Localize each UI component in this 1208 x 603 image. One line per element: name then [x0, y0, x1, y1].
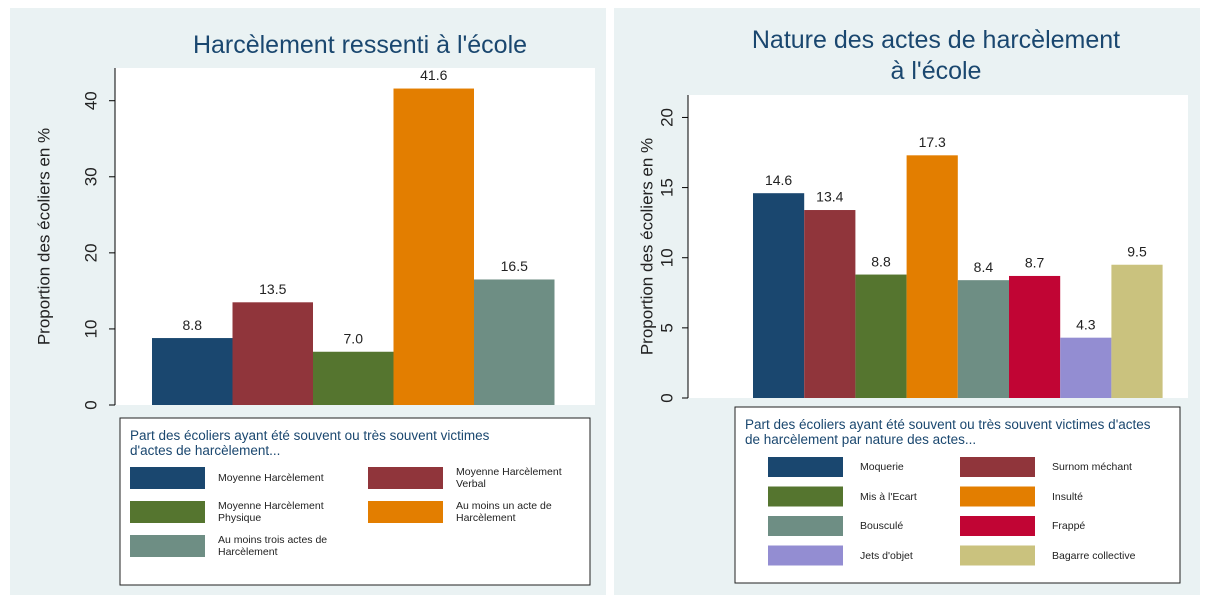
- bar: [957, 280, 1009, 398]
- legend-label: Moyenne Harcèlement: [218, 467, 348, 489]
- legend-text: Au moins trois actes de Harcèlement: [218, 534, 328, 558]
- value-label: 41.6: [420, 67, 447, 83]
- legend-swatch: [960, 486, 1035, 507]
- legend-label: Moyenne Harcèlement Verbal: [456, 466, 586, 490]
- legend-swatch: [368, 501, 443, 523]
- legend-text: Frappé: [1052, 520, 1086, 532]
- value-label: 13.5: [259, 281, 286, 297]
- legend-text: Bagarre collective: [1052, 549, 1136, 562]
- value-label: 13.4: [816, 189, 843, 205]
- legend-text: Bousculé: [860, 520, 904, 532]
- value-label: 16.5: [501, 258, 528, 274]
- y-tick-label: 40: [81, 91, 100, 110]
- bar: [753, 193, 805, 398]
- y-tick-label: 20: [657, 108, 676, 127]
- bar: [313, 351, 394, 405]
- y-axis-label: Proportion des écoliers en %: [637, 138, 656, 355]
- bar: [1009, 275, 1061, 398]
- legend-label: Au moins trois actes de Harcèlement: [218, 534, 348, 558]
- value-label: 4.3: [1076, 316, 1096, 332]
- y-tick-label: 30: [81, 167, 100, 186]
- legend-swatch: [130, 501, 205, 523]
- y-axis-label: Proportion des écoliers en %: [34, 128, 53, 345]
- legend-text: Moyenne Harcèlement: [218, 472, 324, 484]
- bar: [906, 155, 958, 398]
- y-tick-label: 10: [81, 319, 100, 338]
- legend-swatch: [960, 545, 1035, 566]
- y-tick-label: 0: [81, 400, 100, 409]
- legend-swatch: [960, 516, 1035, 536]
- legend-label: Bagarre collective: [1052, 546, 1172, 566]
- y-tick-label: 15: [657, 178, 676, 197]
- legend-text: Au moins un acte de Harcèlement: [456, 500, 552, 524]
- value-label: 8.4: [974, 259, 994, 275]
- legend-swatch: [768, 486, 843, 507]
- legend-text: Mis à l'Ecart: [860, 490, 917, 503]
- legend-swatch: [768, 516, 843, 536]
- legend-text: Surnom méchant: [1052, 461, 1132, 473]
- legend-swatch: [768, 457, 843, 477]
- legend-label: Insulté: [1052, 487, 1172, 507]
- chart-title: Nature des actes de harcèlement à l'écol…: [751, 26, 1121, 85]
- value-label: 17.3: [919, 134, 946, 150]
- legend-title: Part des écoliers ayant été souvent ou t…: [130, 428, 490, 458]
- chart-title: Harcèlement ressenti à l'école: [192, 31, 528, 59]
- legend-label: Mis à l'Ecart: [860, 487, 980, 507]
- legend-swatch: [130, 535, 205, 557]
- y-tick-label: 20: [81, 243, 100, 262]
- bar: [393, 88, 474, 406]
- value-label: 9.5: [1127, 243, 1147, 259]
- legend-text: Moquerie: [860, 461, 904, 473]
- value-label: 7.0: [344, 330, 364, 346]
- bar: [232, 302, 313, 405]
- legend-title: Part des écoliers ayant été souvent ou t…: [745, 417, 1151, 447]
- legend-label: Au moins un acte de Harcèlement: [456, 500, 586, 524]
- bar: [855, 274, 907, 398]
- legend-text: Insulté: [1052, 490, 1083, 503]
- legend-text: Jets d'objet: [860, 549, 913, 562]
- value-label: 8.7: [1025, 255, 1045, 271]
- legend-label: Surnom méchant: [1052, 457, 1172, 477]
- bar: [804, 210, 856, 398]
- legend-text: Moyenne Harcèlement Verbal: [456, 466, 562, 490]
- bar: [152, 338, 233, 405]
- legend-label: Moyenne Harcèlement Physique: [218, 500, 348, 524]
- bar: [474, 279, 555, 405]
- legend-label: Bousculé: [860, 516, 980, 536]
- y-tick-label: 0: [657, 393, 676, 402]
- bar: [1060, 337, 1112, 398]
- value-label: 8.8: [183, 317, 203, 333]
- value-label: 14.6: [765, 172, 792, 188]
- legend-swatch: [768, 545, 843, 566]
- value-label: 8.8: [871, 253, 891, 269]
- legend-label: Frappé: [1052, 516, 1172, 536]
- y-tick-label: 10: [657, 248, 676, 267]
- legend-swatch: [960, 457, 1035, 477]
- legend-text: Moyenne Harcèlement Physique: [218, 500, 324, 524]
- legend-swatch: [368, 467, 443, 489]
- bar: [1111, 264, 1163, 398]
- y-tick-label: 5: [657, 323, 676, 332]
- legend-label: Jets d'objet: [860, 546, 980, 566]
- legend-swatch: [130, 467, 205, 489]
- legend-label: Moquerie: [860, 457, 980, 477]
